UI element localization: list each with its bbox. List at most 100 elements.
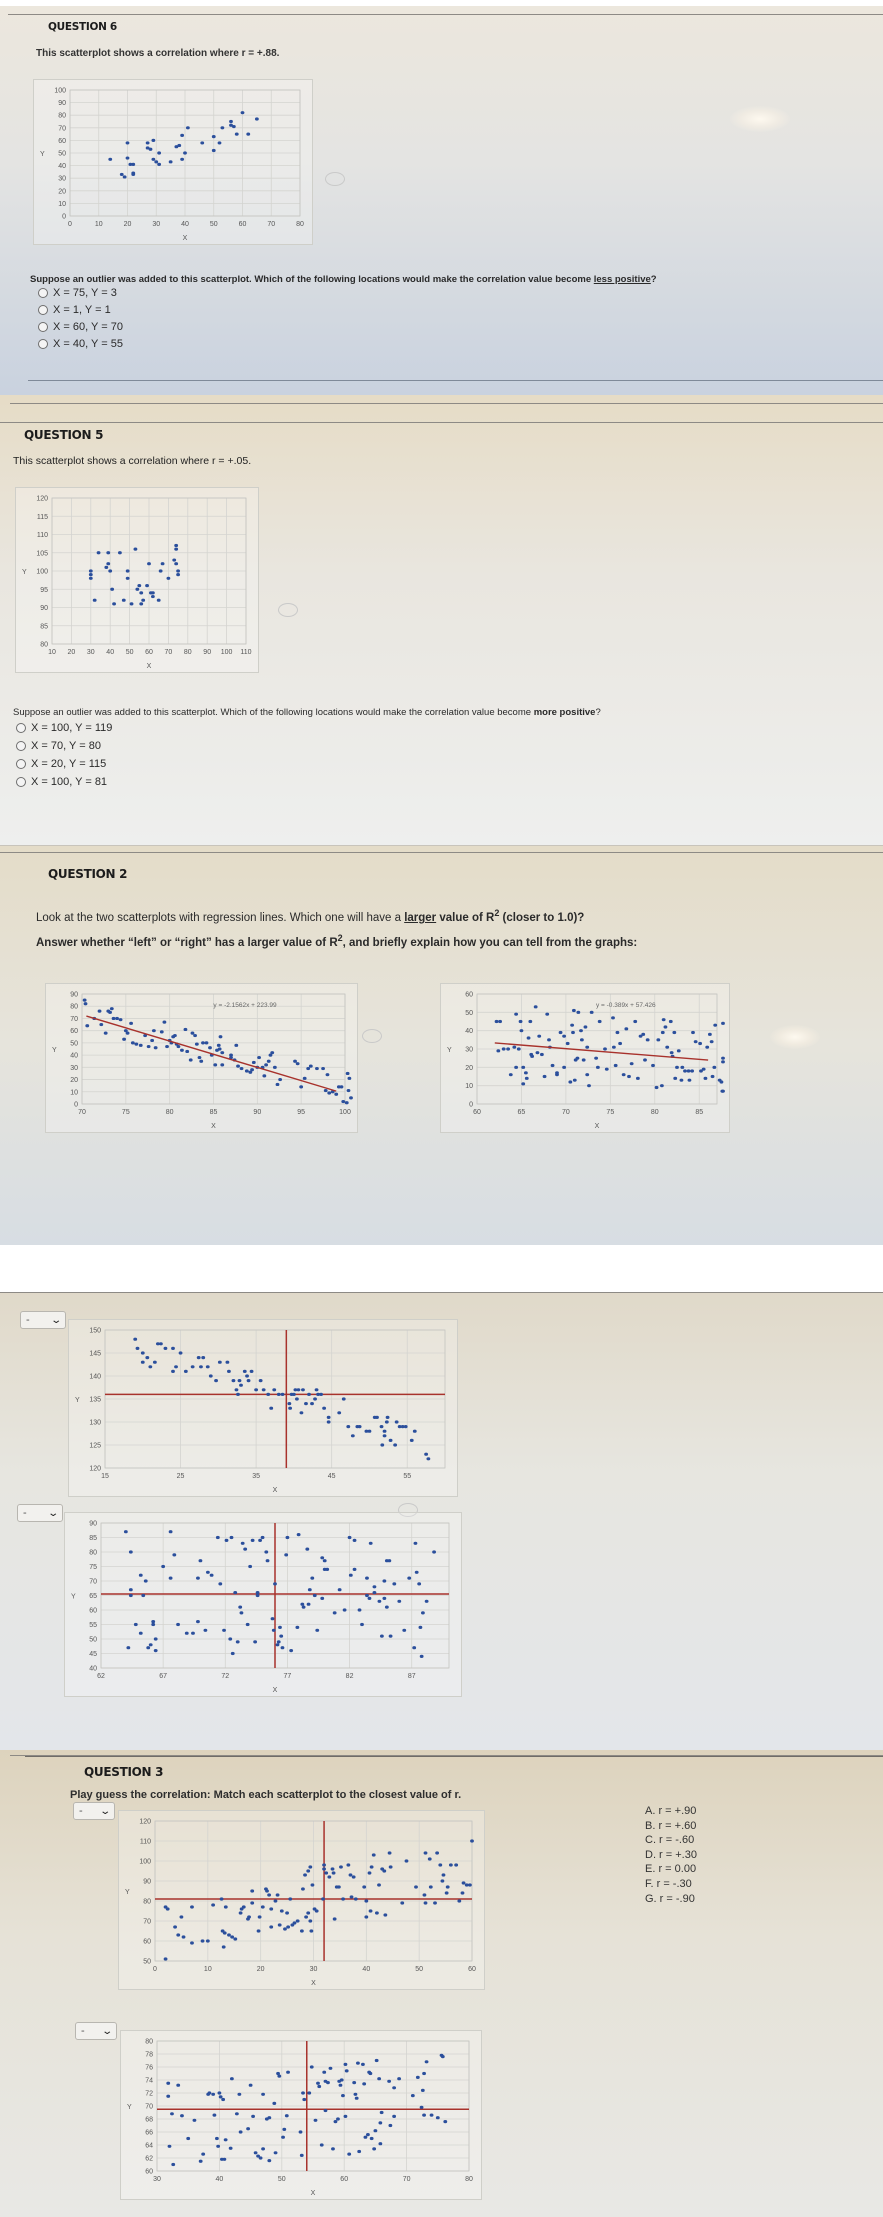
svg-text:80: 80 <box>166 1109 174 1116</box>
chart-svg: 40 45 50 55 60 65 70 75 80 85 90 62 67 72 77 82 87 X Y <box>71 1521 450 1694</box>
scatterplot-match-3: 50 60 70 80 90 100 110 120 0 10 20 30 40 50 60 X Y <box>118 1810 485 1990</box>
svg-text:45: 45 <box>328 1473 336 1480</box>
svg-text:90: 90 <box>70 992 78 999</box>
option-q6-b[interactable]: X = 1, Y = 1 <box>38 304 111 316</box>
svg-text:20: 20 <box>124 221 132 228</box>
svg-text:80: 80 <box>70 1004 78 1011</box>
match-select-4[interactable]: - ⌄ <box>75 2022 117 2040</box>
radio-button[interactable] <box>38 305 48 315</box>
svg-text:60: 60 <box>239 221 247 228</box>
svg-text:140: 140 <box>89 1374 101 1381</box>
svg-text:80: 80 <box>651 1109 659 1116</box>
radio-button[interactable] <box>16 741 26 751</box>
svg-text:62: 62 <box>145 2156 153 2163</box>
option-label: X = 60, Y = 70 <box>53 321 123 333</box>
svg-text:10: 10 <box>48 649 56 656</box>
svg-text:70: 70 <box>145 2104 153 2111</box>
svg-text:55: 55 <box>89 1622 97 1629</box>
svg-text:85: 85 <box>40 623 48 630</box>
svg-text:35: 35 <box>252 1473 260 1480</box>
option-q6-d[interactable]: X = 40, Y = 55 <box>38 338 123 350</box>
svg-text:0: 0 <box>469 1102 473 1109</box>
option-q5-b[interactable]: X = 70, Y = 80 <box>16 740 101 752</box>
match-select-3[interactable]: - ⌄ <box>73 1802 115 1820</box>
svg-text:75: 75 <box>122 1109 130 1116</box>
select-value: - <box>81 2025 85 2037</box>
divider <box>28 380 883 381</box>
radio-button[interactable] <box>16 759 26 769</box>
svg-text:40: 40 <box>181 221 189 228</box>
mouse-cursor-ring <box>278 603 298 617</box>
option-label: X = 40, Y = 55 <box>53 338 123 350</box>
option-q6-c[interactable]: X = 60, Y = 70 <box>38 321 123 333</box>
svg-text:Y: Y <box>125 1889 130 1896</box>
svg-text:80: 80 <box>465 2176 473 2183</box>
text: (closer to 1.0)? <box>499 911 585 924</box>
svg-text:70: 70 <box>58 125 66 132</box>
svg-text:70: 70 <box>143 1919 151 1926</box>
svg-text:95: 95 <box>40 587 48 594</box>
svg-text:70: 70 <box>78 1109 86 1116</box>
superscript: 2 <box>494 908 500 918</box>
regression-equation: y = -2.1562x + 223.99 <box>213 1002 277 1009</box>
question-6-title: QUESTION 6 <box>48 21 117 33</box>
svg-text:20: 20 <box>465 1065 473 1072</box>
chart-svg: 0 10 20 30 40 50 60 60 65 70 75 80 85 X Yy = -0.389x +… <box>447 992 725 1130</box>
screen-glare <box>770 1025 820 1049</box>
svg-text:87: 87 <box>408 1673 416 1680</box>
svg-text:40: 40 <box>70 1053 78 1060</box>
radio-button[interactable] <box>16 777 26 787</box>
svg-text:50: 50 <box>278 2176 286 2183</box>
svg-text:90: 90 <box>40 605 48 612</box>
svg-text:85: 85 <box>695 1109 703 1116</box>
svg-text:65: 65 <box>518 1109 526 1116</box>
option-q5-d[interactable]: X = 100, Y = 81 <box>16 776 107 788</box>
svg-text:145: 145 <box>89 1351 101 1358</box>
svg-text:20: 20 <box>68 649 76 656</box>
question-2-panel: QUESTION 2 Look at the two scatterplots … <box>0 845 883 1245</box>
divider <box>10 1755 883 1756</box>
svg-text:85: 85 <box>210 1109 218 1116</box>
option-q5-a[interactable]: X = 100, Y = 119 <box>16 722 112 734</box>
radio-button[interactable] <box>38 339 48 349</box>
svg-text:30: 30 <box>310 1966 318 1973</box>
svg-text:135: 135 <box>89 1397 101 1404</box>
svg-text:90: 90 <box>143 1879 151 1886</box>
prompt-suffix: ? <box>650 274 657 285</box>
answer-key-list: A. r = +.90 B. r = +.60 C. r = -.60 D. r… <box>645 1804 697 1906</box>
option-q5-c[interactable]: X = 20, Y = 115 <box>16 758 106 770</box>
radio-button[interactable] <box>16 723 26 733</box>
svg-text:50: 50 <box>89 1637 97 1644</box>
svg-text:X: X <box>273 1487 278 1494</box>
svg-text:30: 30 <box>58 176 66 183</box>
match-select-1[interactable]: - ⌄ <box>20 1311 66 1329</box>
answer-choice-d: D. r = +.30 <box>645 1848 697 1861</box>
svg-text:50: 50 <box>70 1040 78 1047</box>
match-select-2[interactable]: - ⌄ <box>17 1504 63 1522</box>
svg-text:78: 78 <box>145 2052 153 2059</box>
svg-text:82: 82 <box>346 1673 354 1680</box>
prompt-emphasis: less positive <box>593 274 651 285</box>
svg-text:100: 100 <box>36 569 48 576</box>
svg-text:0: 0 <box>153 1966 157 1973</box>
svg-text:30: 30 <box>152 221 160 228</box>
svg-text:90: 90 <box>89 1521 97 1528</box>
svg-text:50: 50 <box>58 151 66 158</box>
svg-text:Y: Y <box>127 2104 132 2111</box>
option-q6-a[interactable]: X = 75, Y = 3 <box>38 287 117 299</box>
radio-button[interactable] <box>38 322 48 332</box>
svg-text:20: 20 <box>58 188 66 195</box>
svg-text:70: 70 <box>267 221 275 228</box>
question-3-panel: QUESTION 3 Play guess the correlation: M… <box>0 1750 883 2217</box>
svg-text:85: 85 <box>89 1535 97 1542</box>
svg-text:70: 70 <box>165 649 173 656</box>
svg-text:110: 110 <box>140 1839 151 1846</box>
svg-text:70: 70 <box>403 2176 411 2183</box>
svg-text:95: 95 <box>297 1109 305 1116</box>
svg-text:60: 60 <box>89 1608 97 1615</box>
text: Answer whether “left” or “right” has a l… <box>36 936 338 949</box>
radio-button[interactable] <box>38 288 48 298</box>
svg-text:125: 125 <box>89 1443 101 1450</box>
svg-text:90: 90 <box>253 1109 261 1116</box>
